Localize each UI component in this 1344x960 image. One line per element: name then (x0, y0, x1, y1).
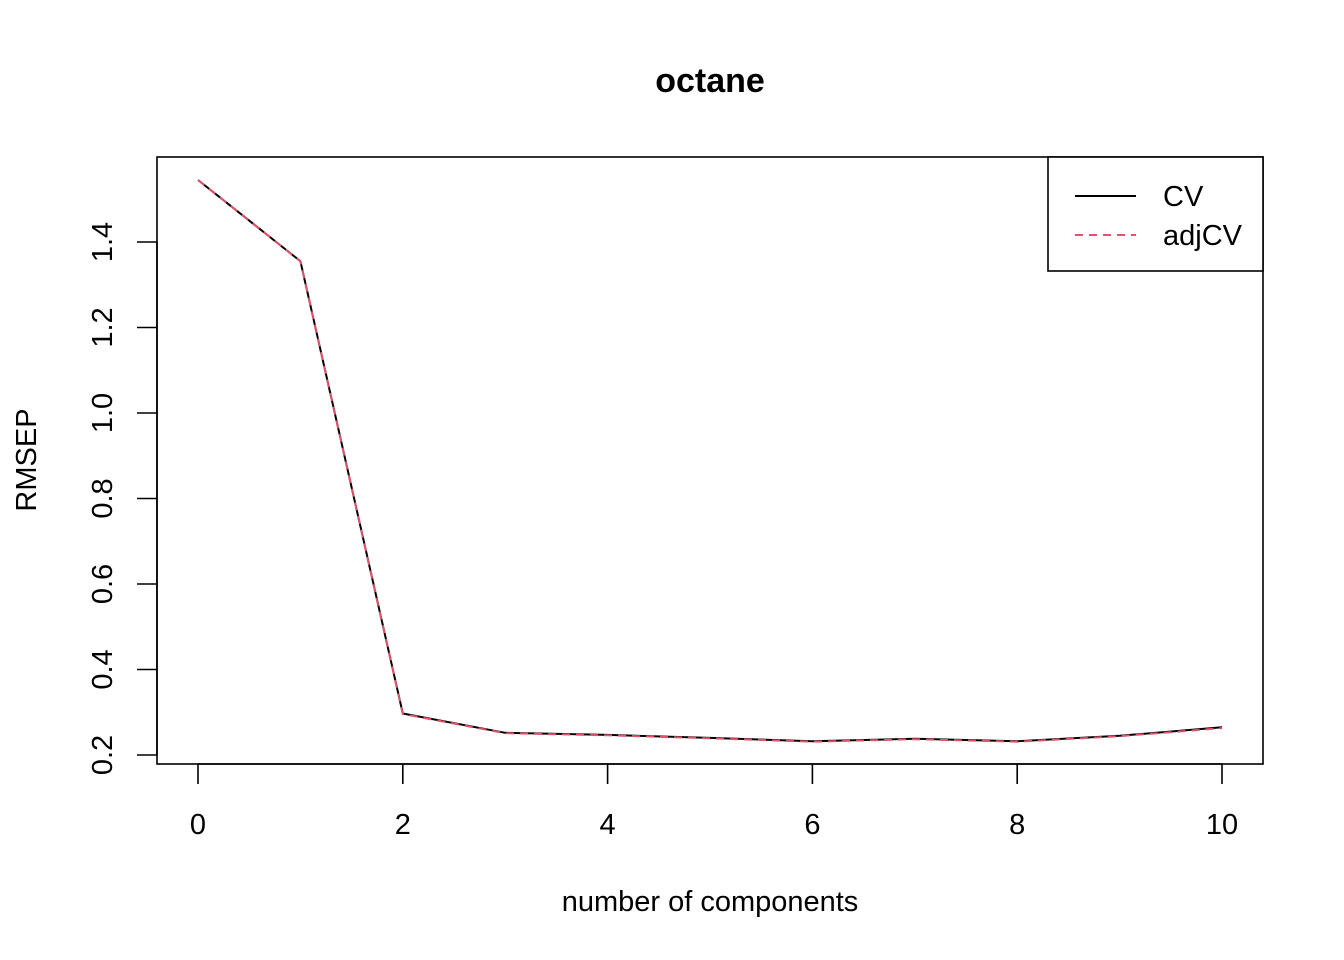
legend-box (1047, 156, 1264, 272)
series-layer (197, 179, 1223, 743)
series-line-adjcv (197, 179, 1223, 743)
y-axis: 0.2 0.4 0.6 0.8 1.0 1.2 1.4 (87, 222, 158, 775)
x-tick-label: 4 (600, 809, 616, 841)
legend-label-cv: CV (1163, 181, 1204, 213)
x-tick-label: 6 (804, 809, 820, 841)
y-tick-label: 0.6 (87, 564, 119, 604)
y-tick-label: 1.4 (87, 222, 119, 262)
x-tick-label: 8 (1009, 809, 1025, 841)
legend-label-adjcv: adjCV (1163, 220, 1243, 252)
legend: CV adjCV (1047, 156, 1264, 272)
y-tick-label: 0.2 (87, 735, 119, 775)
x-tick-label: 10 (1206, 809, 1238, 841)
x-axis-label: number of components (562, 886, 859, 918)
y-tick-label: 0.8 (87, 478, 119, 518)
y-tick-label: 1.2 (87, 307, 119, 347)
y-tick-label: 0.4 (87, 649, 119, 689)
y-axis-label: RMSEP (11, 408, 43, 511)
x-tick-label: 0 (190, 809, 206, 841)
chart-title: octane (655, 62, 765, 100)
x-axis: 0 2 4 6 8 10 (190, 763, 1238, 841)
y-tick-label: 1.0 (87, 393, 119, 433)
x-tick-label: 2 (395, 809, 411, 841)
